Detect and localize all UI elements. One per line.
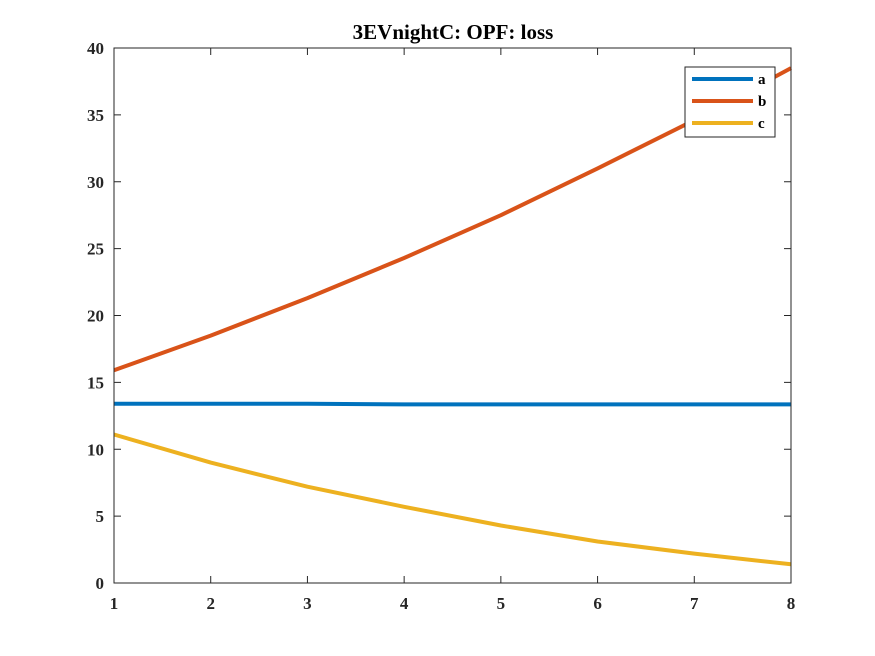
series-line-c [113, 432, 792, 567]
x-tick-label: 5 [497, 594, 506, 613]
y-tick-label: 40 [87, 39, 104, 58]
chart-title: 3EVnightC: OPF: loss [353, 20, 554, 44]
y-tick-label: 10 [87, 440, 104, 459]
x-tick-label: 2 [206, 594, 215, 613]
y-tick-label: 25 [87, 240, 104, 259]
axes-layer: 1 2 3 4 5 6 7 8 0 5 10 15 20 25 30 35 40 [87, 39, 795, 613]
y-tick-label: 30 [87, 173, 104, 192]
legend-label-a: a [758, 72, 766, 88]
x-tick-label: 6 [593, 594, 602, 613]
series-line-b [113, 66, 792, 373]
x-tick-label: 8 [787, 594, 796, 613]
legend-label-c: c [758, 116, 765, 132]
y-tick-label: 35 [87, 106, 104, 125]
y-tick-label: 15 [87, 373, 104, 392]
x-tick-label: 1 [110, 594, 119, 613]
x-tick-label: 7 [690, 594, 699, 613]
y-tick-label: 0 [96, 574, 105, 593]
legend: abc [684, 66, 776, 138]
y-tick-label: 20 [87, 307, 104, 326]
series-layer [113, 66, 792, 567]
legend-label-b: b [758, 94, 766, 110]
y-tick-label: 5 [96, 507, 105, 526]
x-tick-label: 4 [400, 594, 409, 613]
series-line-a [114, 401, 791, 407]
x-tick-label: 3 [303, 594, 312, 613]
